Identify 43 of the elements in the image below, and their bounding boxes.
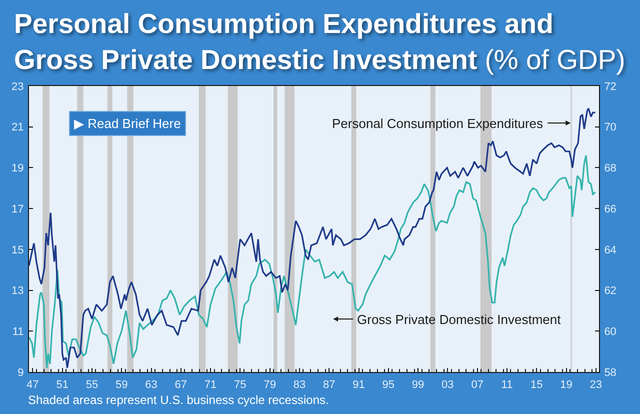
y-tick-label: 9 bbox=[18, 366, 24, 379]
y2-tick-label: 58 bbox=[604, 366, 616, 379]
x-tick-label: 03 bbox=[442, 379, 454, 392]
text: Shaded areas represent U.S. business cycle recessions. bbox=[28, 393, 329, 407]
x-tick-label: 23 bbox=[590, 379, 602, 392]
annotation: ▶ Read Brief Here bbox=[74, 116, 181, 131]
x-tick-label: 71 bbox=[204, 379, 217, 392]
y2-tick-label: 66 bbox=[604, 203, 616, 216]
series-label: Gross Private Domestic Investment bbox=[357, 312, 562, 327]
x-tick-label: 51 bbox=[56, 379, 68, 392]
x-tick-label: 07 bbox=[471, 379, 484, 392]
y2-tick-label: 70 bbox=[604, 122, 616, 134]
y-tick-label: 15 bbox=[12, 244, 24, 256]
x-tick-label: 87 bbox=[322, 379, 336, 392]
line-series bbox=[29, 154, 596, 369]
x-tick-label: 67 bbox=[174, 379, 188, 392]
y-tick-label: 21 bbox=[12, 122, 24, 134]
y2-tick-label: 68 bbox=[604, 162, 616, 175]
x-tick-label: 79 bbox=[264, 379, 276, 392]
x-tick-label: 19 bbox=[560, 379, 572, 392]
series-label: Personal Consumption Expenditures bbox=[332, 116, 544, 131]
x-tick-label: 95 bbox=[382, 379, 395, 392]
chart-title: Personal Consumption Expenditures and Gross Private Domestic Investment (% of GDP) bbox=[14, 8, 626, 75]
x-tick-label: 59 bbox=[115, 379, 128, 392]
x-tick-label: 55 bbox=[86, 379, 98, 392]
y-tick-label: 17 bbox=[12, 203, 24, 216]
x-tick-label: 75 bbox=[234, 379, 246, 392]
x-tick-label: 63 bbox=[145, 379, 158, 392]
y-tick-label: 23 bbox=[12, 80, 24, 93]
x-tick-label: 91 bbox=[352, 379, 365, 392]
y-tick-label: 11 bbox=[12, 326, 24, 338]
x-tick-label: 11 bbox=[501, 379, 513, 392]
y2-tick-label: 64 bbox=[604, 244, 616, 256]
x-tick-label: 15 bbox=[530, 379, 543, 392]
y-tick-label: 19 bbox=[12, 162, 24, 175]
y-tick-label: 13 bbox=[12, 285, 24, 298]
y2-tick-label: 62 bbox=[604, 285, 616, 298]
y2-tick-label: 60 bbox=[604, 326, 616, 338]
y2-tick-label: 72 bbox=[604, 80, 616, 93]
line-series bbox=[29, 108, 596, 369]
x-tick-label: 83 bbox=[293, 379, 306, 392]
x-tick-label: 47 bbox=[26, 379, 39, 392]
x-tick-label: 99 bbox=[412, 379, 424, 392]
